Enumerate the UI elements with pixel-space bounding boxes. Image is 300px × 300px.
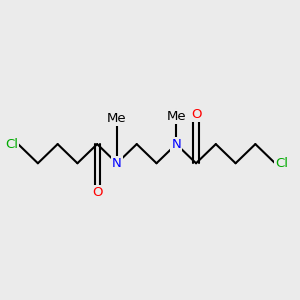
Text: O: O [191, 108, 201, 121]
Text: Me: Me [107, 112, 127, 125]
Text: Me: Me [167, 110, 186, 123]
Text: N: N [112, 157, 122, 170]
Text: Cl: Cl [275, 157, 288, 170]
Text: Cl: Cl [5, 138, 18, 151]
Text: O: O [92, 186, 102, 199]
Text: N: N [171, 138, 181, 151]
